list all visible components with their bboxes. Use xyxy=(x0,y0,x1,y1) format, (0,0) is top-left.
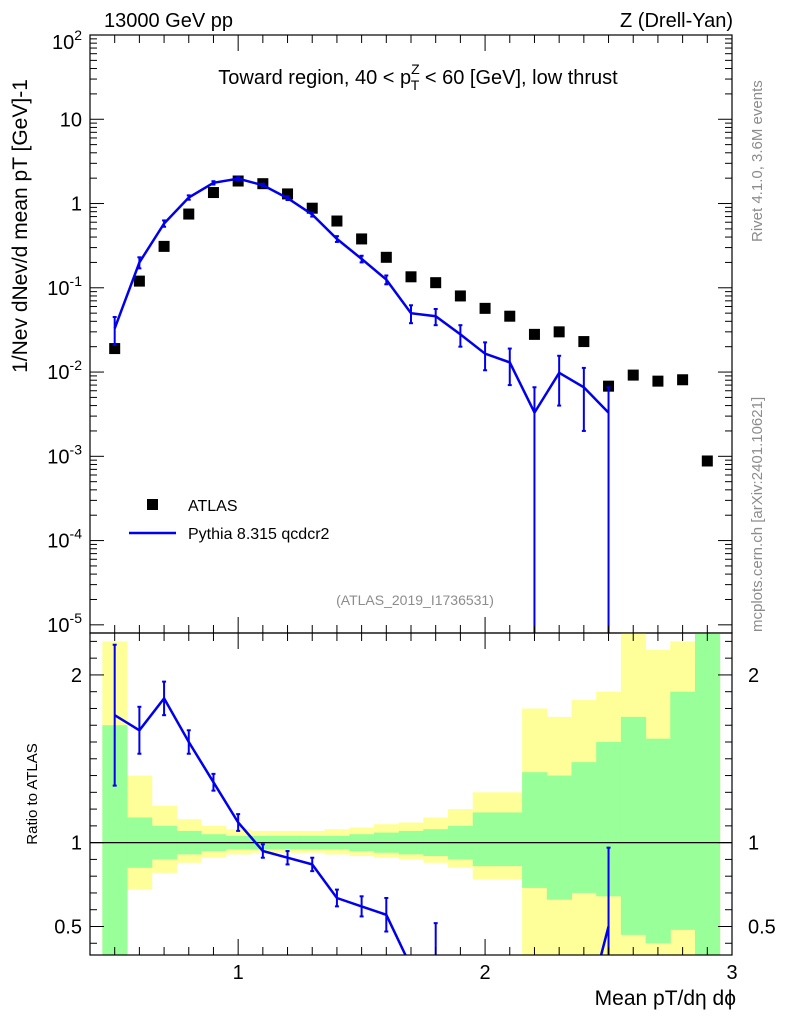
legend: ATLAS Pythia 8.315 qcdcr2 xyxy=(129,498,330,543)
atlas-point xyxy=(207,187,219,199)
main-title: Toward region, 40 < pZ T < 60 [GeV], low … xyxy=(218,61,618,93)
title-sup: Z xyxy=(411,61,420,77)
analysis-id: (ATLAS_2019_I1736531) xyxy=(336,592,494,608)
ratio-y-tick-label-right: 2 xyxy=(748,665,759,687)
atlas-point xyxy=(380,251,392,263)
atlas-point xyxy=(183,208,195,220)
atlas-point xyxy=(454,290,466,302)
title-sub: T xyxy=(411,77,420,93)
atlas-point xyxy=(306,202,318,214)
ratio-x-tick-label: 3 xyxy=(726,962,737,984)
atlas-point xyxy=(504,310,516,322)
green-band-bin xyxy=(546,775,572,900)
rivet-label: Rivet 4.1.0, 3.6M events xyxy=(749,80,766,242)
atlas-point xyxy=(677,374,689,386)
header-left: 13000 GeV pp xyxy=(104,10,233,32)
atlas-point xyxy=(331,215,343,227)
atlas-point xyxy=(479,302,491,314)
legend-atlas-marker xyxy=(147,499,158,510)
main-y-tick-label: 10-5 xyxy=(47,610,82,637)
ratio-line-tail xyxy=(599,926,610,956)
ratio-y-tick-label: 0.5 xyxy=(54,916,82,938)
main-y-tick-label: 10-3 xyxy=(47,441,82,468)
green-band-bin xyxy=(571,762,597,893)
atlas-point xyxy=(528,328,540,340)
main-y-tick-label: 10-2 xyxy=(47,357,82,384)
green-band-bin xyxy=(694,633,721,955)
main-y-tick-label: 1 xyxy=(71,194,82,216)
main-y-label: 1/Nev dNev/d mean pT [GeV]-1 xyxy=(9,79,32,373)
atlas-point xyxy=(158,240,170,252)
main-frame xyxy=(89,34,733,634)
atlas-point xyxy=(627,369,639,381)
ratio-y-label: Ratio to ATLAS xyxy=(24,743,41,844)
green-band-bin xyxy=(522,772,548,888)
ratio-y-tick-label-right: 0.5 xyxy=(748,916,776,938)
atlas-point xyxy=(356,233,368,245)
green-band-bin xyxy=(620,716,647,935)
green-band-bin xyxy=(645,738,671,944)
ratio-x-tick-label: 2 xyxy=(480,962,491,984)
main-panel: 102 10 1 10-1 10-2 10-3 10-4 10-5 Toward region… xyxy=(9,27,733,637)
main-y-tick-label: 102 xyxy=(52,27,82,54)
ratio-y-tick-label: 1 xyxy=(71,833,82,855)
atlas-point xyxy=(430,277,442,289)
mcplots-label: mcplots.cern.ch [arXiv:2401.10621] xyxy=(749,397,766,632)
atlas-point xyxy=(603,380,615,392)
atlas-point xyxy=(652,375,664,387)
ratio-y-tick-label: 2 xyxy=(71,665,82,687)
atlas-point xyxy=(701,455,713,467)
atlas-point xyxy=(578,336,590,348)
title-post: < 60 [GeV], low thrust xyxy=(419,67,618,89)
ratio-panel: 1 2 3 0.5 0.5 1 1 2 2 Ratio to ATLAS Mean pT/dη … xyxy=(24,632,776,1010)
x-axis-label: Mean pT/dη dϕ xyxy=(595,987,736,1010)
legend-atlas-label: ATLAS xyxy=(188,498,238,515)
atlas-point xyxy=(109,343,121,355)
ratio-line xyxy=(114,696,407,955)
header-right: Z (Drell-Yan) xyxy=(620,10,733,32)
main-y-tick-label: 10-4 xyxy=(47,526,82,553)
legend-pythia-label: Pythia 8.315 qcdcr2 xyxy=(188,526,330,543)
green-band-bin xyxy=(472,812,523,867)
green-band-bin xyxy=(670,691,696,930)
title-pre: Toward region, 40 < p xyxy=(218,67,411,89)
atlas-point xyxy=(133,275,145,287)
atlas-point xyxy=(553,326,565,338)
ratio-y-tick-label-right: 1 xyxy=(748,833,759,855)
atlas-point xyxy=(282,188,294,200)
atlas-point xyxy=(405,271,417,283)
ratio-x-tick-label: 1 xyxy=(233,962,244,984)
main-y-tick-label: 10-1 xyxy=(47,273,82,300)
main-y-tick-label: 10 xyxy=(60,109,82,131)
